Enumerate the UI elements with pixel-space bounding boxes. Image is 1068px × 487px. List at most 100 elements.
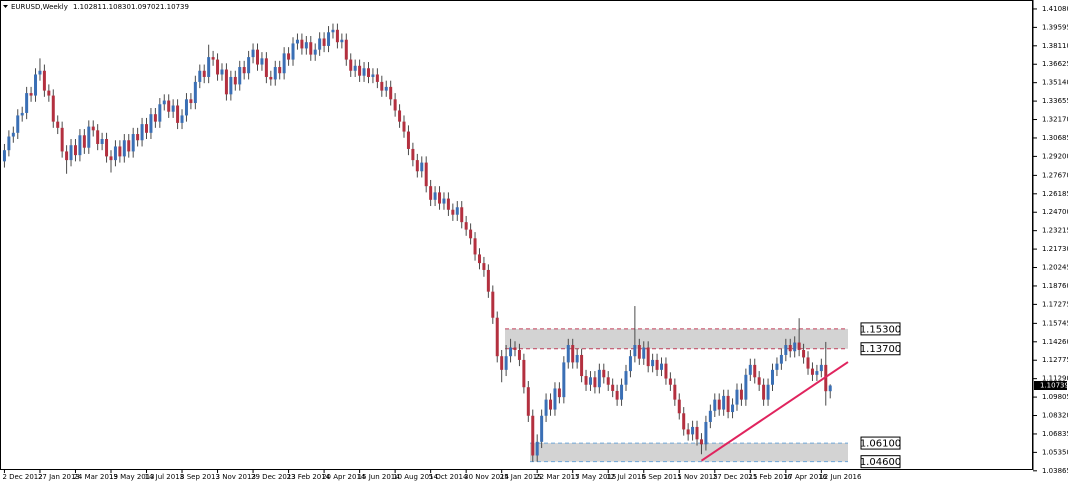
candle-body: [469, 229, 473, 239]
candle-body: [815, 371, 819, 375]
candle-body: [731, 404, 735, 413]
candle-body: [810, 368, 814, 375]
level-box: [860, 455, 901, 469]
candle-body: [549, 399, 553, 410]
candle-body: [242, 67, 246, 74]
candle-body: [517, 349, 521, 360]
y-tick-label: 1.12775: [1042, 356, 1068, 364]
candle-body: [646, 347, 650, 367]
x-tick-label: 24 Mar 2013: [73, 473, 117, 481]
level-box: [860, 322, 901, 336]
candle-body: [673, 384, 677, 400]
candle-body: [358, 65, 362, 76]
candle-body: [269, 76, 273, 80]
candle-body: [571, 345, 575, 363]
candle-body: [282, 53, 286, 74]
candle-body: [91, 126, 95, 131]
candle-body: [544, 399, 548, 416]
candle-body: [238, 67, 242, 85]
candle-body: [580, 354, 584, 377]
zone: [530, 443, 848, 462]
candle-body: [553, 388, 557, 410]
candle-body: [251, 49, 255, 58]
candle-body: [69, 145, 73, 161]
candle-body: [433, 192, 437, 200]
x-tick-label: 5 Oct 2014: [429, 473, 468, 481]
candle-body: [51, 95, 55, 122]
candle-body: [193, 81, 197, 104]
candle-body: [446, 198, 450, 210]
candle-body: [531, 415, 535, 456]
candle-body: [82, 135, 86, 148]
candle-body: [327, 32, 331, 46]
candle-body: [522, 359, 526, 388]
y-tick-label: 1.20245: [1042, 264, 1068, 272]
candle-body: [216, 59, 220, 75]
candle-body: [575, 354, 579, 363]
y-tick-label: 1.06835: [1042, 430, 1068, 438]
x-tick-label: 27 Dec 2015: [713, 473, 758, 481]
candle-body: [207, 57, 211, 77]
candle-body: [628, 356, 632, 372]
candle-body: [29, 93, 33, 96]
candle-body: [211, 57, 215, 60]
candle-body: [140, 124, 144, 141]
candle-body: [664, 363, 668, 379]
candle-body: [451, 209, 455, 215]
y-tick-label: 1.03865: [1042, 467, 1068, 475]
candle-body: [16, 115, 20, 133]
candle-body: [331, 29, 335, 33]
y-tick-label: 1.29200: [1042, 152, 1068, 160]
candle-body: [318, 38, 322, 50]
candle-body: [406, 131, 410, 149]
candle-body: [25, 93, 29, 113]
candle-body: [100, 139, 104, 144]
candle-body: [482, 263, 486, 270]
header-value: 1.10739: [160, 3, 189, 11]
level-label: 1.06100: [860, 439, 901, 450]
x-tick-label: 21 Feb 2016: [748, 473, 792, 481]
level-label: 1.13700: [860, 344, 901, 355]
level-label: 1.15300: [860, 324, 901, 335]
x-tick-label: 1 Nov 2015: [677, 473, 717, 481]
candle-body: [300, 39, 304, 49]
y-tick-label: 1.26185: [1042, 190, 1068, 198]
price-tag: [1034, 380, 1067, 390]
candle-body: [686, 429, 690, 435]
candle-body: [153, 114, 157, 122]
candle-body: [717, 399, 721, 410]
zone: [505, 328, 848, 349]
level-box: [860, 342, 901, 356]
candle-body: [198, 70, 202, 82]
candle-body: [158, 104, 162, 122]
candle-body: [748, 364, 752, 375]
candle-body: [464, 222, 468, 230]
candle-body: [42, 70, 46, 91]
candle-body: [149, 114, 153, 133]
candle-body: [47, 90, 51, 96]
candle-body: [65, 151, 69, 161]
candle-body: [797, 342, 801, 350]
candle-body: [504, 356, 508, 370]
x-tick-label: 19 May 2013: [109, 473, 155, 481]
candle-body: [424, 162, 428, 187]
candle-body: [122, 140, 126, 157]
candle-body: [73, 145, 77, 156]
candle-body: [109, 156, 113, 161]
candle-body: [411, 148, 415, 161]
candle-body: [557, 388, 561, 398]
x-tick-label: 8 Sep 2013: [180, 473, 220, 481]
candle-body: [611, 384, 615, 391]
candle-body: [344, 39, 348, 60]
candle-body: [56, 121, 60, 128]
candle-body: [486, 269, 490, 292]
candle-body: [375, 74, 379, 82]
header-value: 1.10281: [73, 3, 102, 11]
menu-arrow: [3, 5, 8, 8]
x-tick-label: 23 Feb 2014: [287, 473, 331, 481]
x-tick-label: 3 Nov 2013: [216, 473, 256, 481]
candle-body: [695, 426, 699, 440]
x-tick-label: 10 Aug 2014: [393, 473, 438, 481]
candle-body: [793, 342, 797, 352]
candle-body: [78, 135, 82, 156]
